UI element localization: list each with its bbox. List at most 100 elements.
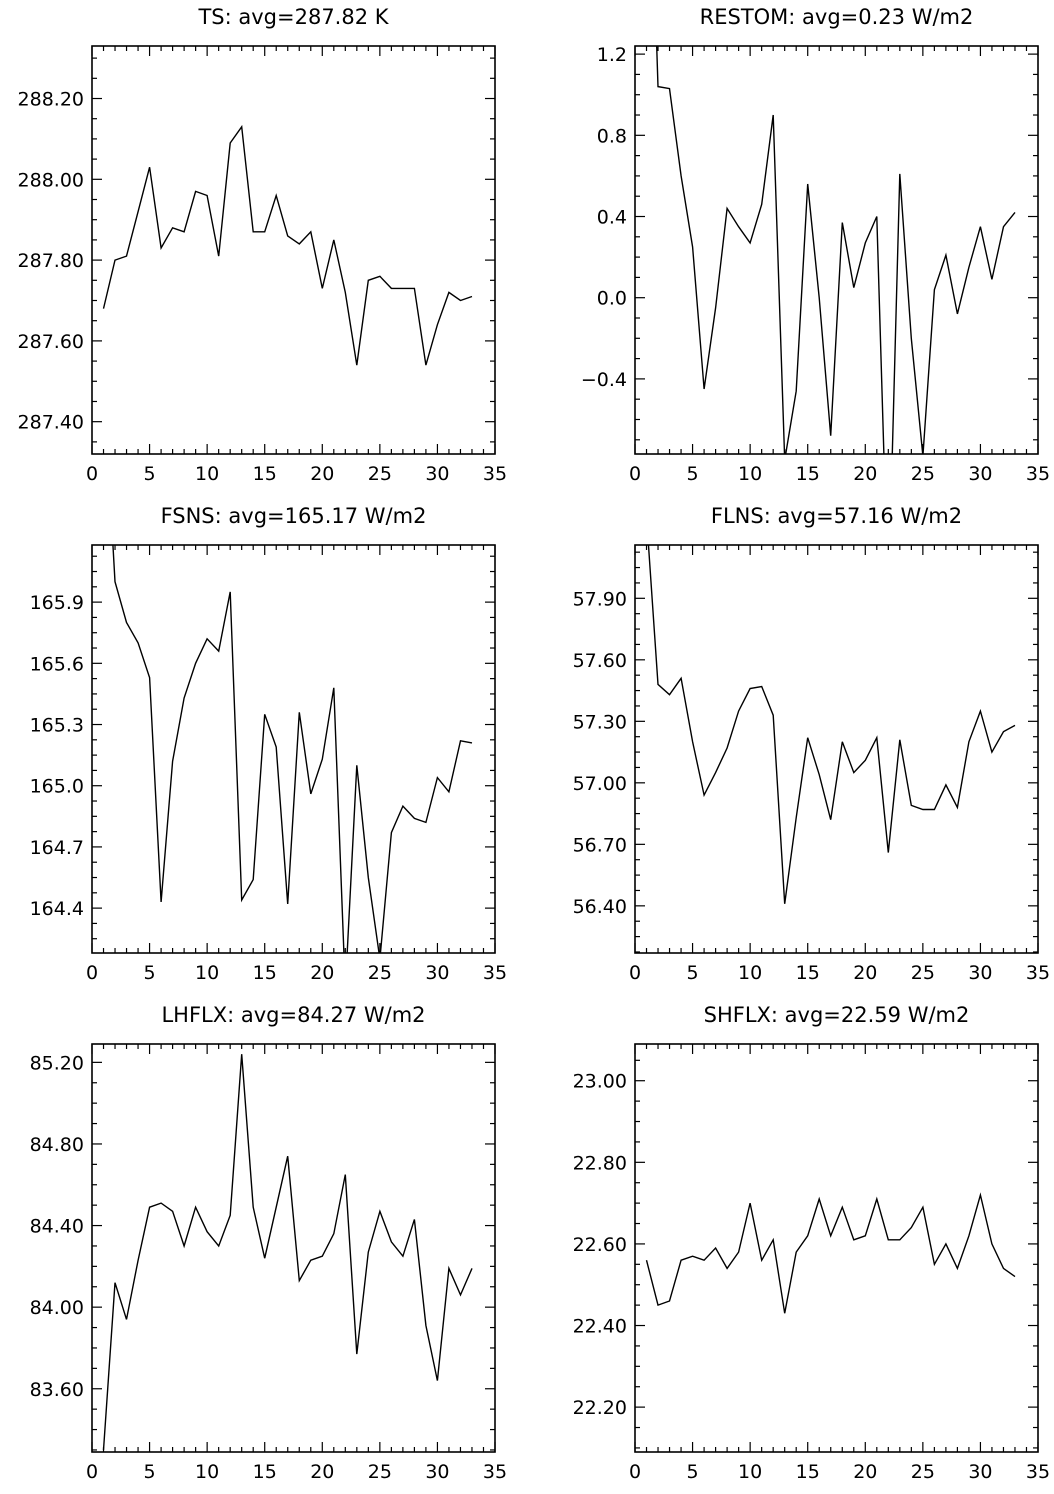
y-tick-label: 56.70 <box>573 834 627 856</box>
chart-title: SHFLX: avg=22.59 W/m2 <box>704 1003 970 1027</box>
chart-title: FSNS: avg=165.17 W/m2 <box>161 504 427 528</box>
panel-flns: FLNS: avg=57.16 W/m2 0 5 10 15 20 25 30 35 56.40 5… <box>573 504 1051 984</box>
x-tick-label: 0 <box>629 1461 641 1483</box>
y-tick-label: 56.40 <box>573 896 627 918</box>
y-tick-label: 165.0 <box>30 776 84 798</box>
x-tick-label: 30 <box>425 1461 449 1483</box>
x-tick-label: 0 <box>86 463 98 485</box>
x-tick-label: 10 <box>195 463 219 485</box>
y-tick-label: 0.4 <box>597 207 627 229</box>
x-tick-label: 10 <box>738 463 762 485</box>
x-tick-label: 25 <box>368 463 392 485</box>
y-tick-label: 165.6 <box>30 653 84 675</box>
y-tick-label: 287.60 <box>18 331 84 353</box>
x-tick-label: 10 <box>738 1461 762 1483</box>
y-tick-label: 84.40 <box>30 1216 84 1238</box>
x-tick-label: 10 <box>195 962 219 984</box>
plot-frame <box>634 45 1039 455</box>
series-line <box>647 545 1016 904</box>
x-tick-label: 20 <box>853 962 877 984</box>
x-tick-label: 30 <box>425 463 449 485</box>
y-tick-label: 0.8 <box>597 125 627 147</box>
x-tick-label: 35 <box>483 962 507 984</box>
y-tick-label: 288.20 <box>18 89 84 111</box>
chart-title: TS: avg=287.82 K <box>197 5 389 29</box>
x-tick-label: 15 <box>796 463 820 485</box>
x-tick-label: 5 <box>687 463 699 485</box>
y-tick-label: 22.40 <box>573 1316 627 1338</box>
series-line <box>102 124 473 366</box>
x-tick-label: 15 <box>253 463 277 485</box>
x-tick-label: 20 <box>310 463 334 485</box>
x-tick-label: 15 <box>796 1461 820 1483</box>
x-tick-label: 35 <box>1026 463 1050 485</box>
x-tick-label: 15 <box>253 1461 277 1483</box>
x-tick-label: 30 <box>968 463 992 485</box>
y-tick-label: −0.4 <box>581 369 627 391</box>
panel-shflx: SHFLX: avg=22.59 W/m2 0 5 10 15 20 25 30 35 22.20… <box>573 1003 1051 1483</box>
chart-title: FLNS: avg=57.16 W/m2 <box>711 504 962 528</box>
y-tick-label: 83.60 <box>30 1379 84 1401</box>
y-tick-label: 57.90 <box>573 588 627 610</box>
x-tick-label: 0 <box>629 463 641 485</box>
y-tick-label: 165.3 <box>30 715 84 737</box>
chart-title: RESTOM: avg=0.23 W/m2 <box>700 5 974 29</box>
y-tick-label: 0.0 <box>597 288 627 310</box>
series-line <box>102 1054 473 1451</box>
panel-ts: TS: avg=287.82 K 0 5 10 15 20 25 30 35 287.40 287.… <box>18 5 508 485</box>
y-tick-label: 22.60 <box>573 1234 627 1256</box>
y-tick-label: 22.80 <box>573 1152 627 1174</box>
y-tick-label: 85.20 <box>30 1052 84 1074</box>
plot-frame <box>91 1043 496 1453</box>
x-tick-label: 25 <box>368 1461 392 1483</box>
y-tick-label: 165.9 <box>30 592 84 614</box>
y-tick-label: 84.80 <box>30 1134 84 1156</box>
x-tick-label: 35 <box>1026 1461 1050 1483</box>
x-tick-label: 20 <box>310 962 334 984</box>
y-tick-label: 84.00 <box>30 1297 84 1319</box>
x-tick-label: 5 <box>144 463 156 485</box>
x-tick-label: 25 <box>368 962 392 984</box>
x-tick-label: 0 <box>629 962 641 984</box>
x-tick-label: 25 <box>911 463 935 485</box>
panel-fsns: FSNS: avg=165.17 W/m2 0 5 10 15 20 25 30 35 164.4… <box>30 504 508 984</box>
plot-frame <box>634 1043 1039 1453</box>
y-tick-label: 1.2 <box>597 44 627 66</box>
panel-lhflx: LHFLX: avg=84.27 W/m2 0 5 10 15 20 25 30 35 83.60… <box>30 1003 508 1483</box>
y-tick-label: 57.60 <box>573 650 627 672</box>
x-tick-label: 5 <box>144 1461 156 1483</box>
y-tick-label: 288.00 <box>18 169 84 191</box>
x-tick-label: 35 <box>483 1461 507 1483</box>
chart-title: LHFLX: avg=84.27 W/m2 <box>161 1003 425 1027</box>
x-tick-label: 35 <box>483 463 507 485</box>
x-tick-label: 30 <box>425 962 449 984</box>
plot-frame <box>91 544 496 954</box>
x-tick-label: 5 <box>144 962 156 984</box>
x-tick-label: 15 <box>796 962 820 984</box>
y-tick-label: 23.00 <box>573 1071 627 1093</box>
plot-frame <box>91 45 496 455</box>
plot-frame <box>634 544 1039 954</box>
x-tick-label: 5 <box>687 962 699 984</box>
x-tick-label: 20 <box>853 1461 877 1483</box>
x-tick-label: 0 <box>86 1461 98 1483</box>
x-tick-label: 25 <box>911 962 935 984</box>
x-tick-label: 20 <box>310 1461 334 1483</box>
series-line <box>645 1192 1016 1314</box>
y-tick-label: 287.40 <box>18 412 84 434</box>
panel-restom: RESTOM: avg=0.23 W/m2 0 5 10 15 20 25 30 35 −0.4 0… <box>581 5 1050 485</box>
x-tick-label: 15 <box>253 962 277 984</box>
x-tick-label: 35 <box>1026 962 1050 984</box>
x-tick-label: 30 <box>968 1461 992 1483</box>
x-tick-label: 30 <box>968 962 992 984</box>
x-tick-label: 10 <box>195 1461 219 1483</box>
series-line <box>112 545 473 953</box>
x-tick-label: 20 <box>853 463 877 485</box>
y-tick-label: 287.80 <box>18 250 84 272</box>
y-tick-label: 164.4 <box>30 898 84 920</box>
x-tick-label: 5 <box>687 1461 699 1483</box>
y-tick-label: 57.00 <box>573 773 627 795</box>
x-tick-label: 0 <box>86 962 98 984</box>
series-line <box>655 46 1016 454</box>
